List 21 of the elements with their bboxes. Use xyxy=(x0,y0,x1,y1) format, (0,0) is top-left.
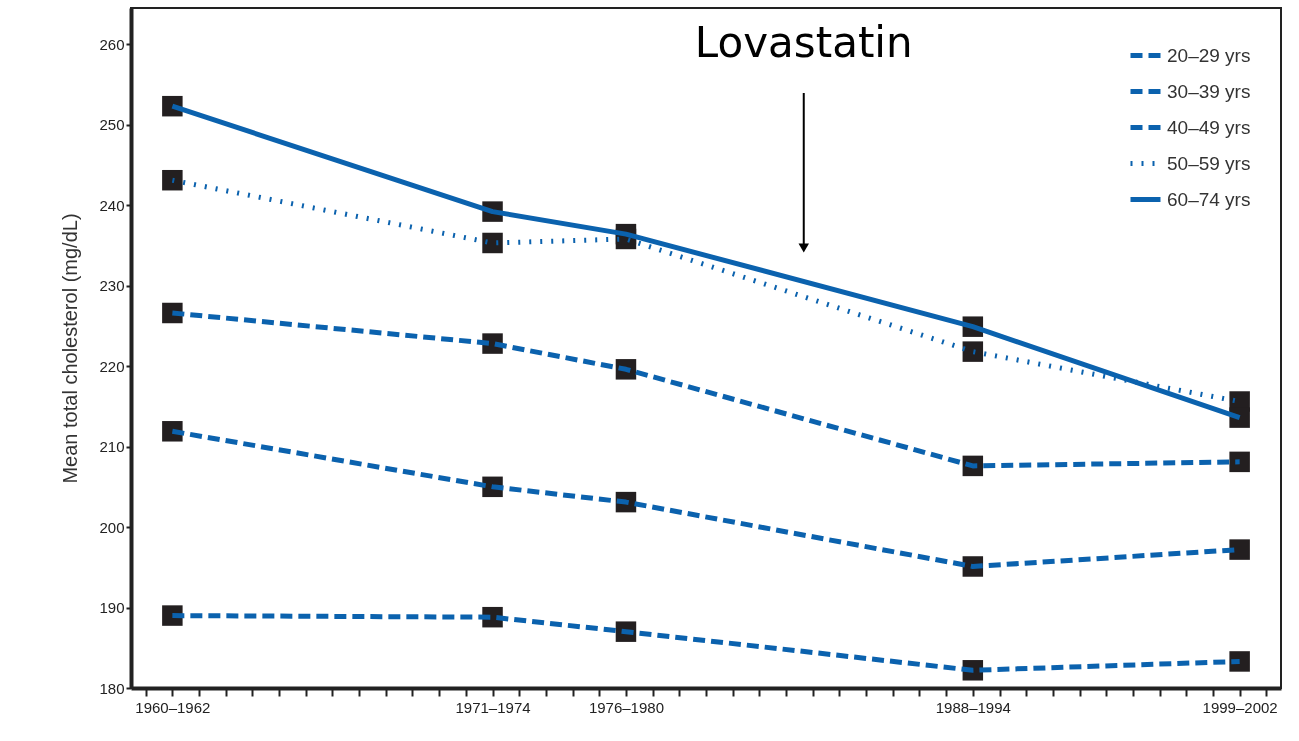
x-tick-label: 1988–1994 xyxy=(935,698,1011,716)
y-tick-label: 220 xyxy=(99,357,125,375)
legend-label: 60–74 yrs xyxy=(1167,188,1251,210)
x-tick-label: 1976–1980 xyxy=(588,698,664,716)
legend-label: 50–59 yrs xyxy=(1167,152,1251,174)
y-tick-label: 260 xyxy=(99,35,125,53)
y-axis-title: Mean total cholesterol (mg/dL) xyxy=(59,213,82,484)
legend-label: 40–49 yrs xyxy=(1167,116,1251,138)
y-tick-label: 190 xyxy=(99,599,125,617)
y-tick-label: 250 xyxy=(99,116,125,134)
x-tick-label: 1971–1974 xyxy=(455,698,531,716)
y-tick-label: 230 xyxy=(99,277,125,295)
y-tick-label: 210 xyxy=(99,438,125,456)
y-tick-label: 180 xyxy=(99,679,125,697)
y-tick-label: 200 xyxy=(99,518,125,536)
legend-label: 20–29 yrs xyxy=(1167,44,1251,66)
annotation: Lovastatin xyxy=(694,18,913,67)
x-tick-label: 1999–2002 xyxy=(1202,698,1278,716)
y-tick-label: 240 xyxy=(99,196,125,214)
legend-label: 30–39 yrs xyxy=(1167,80,1251,102)
x-tick-label: 1960–1962 xyxy=(135,698,211,716)
